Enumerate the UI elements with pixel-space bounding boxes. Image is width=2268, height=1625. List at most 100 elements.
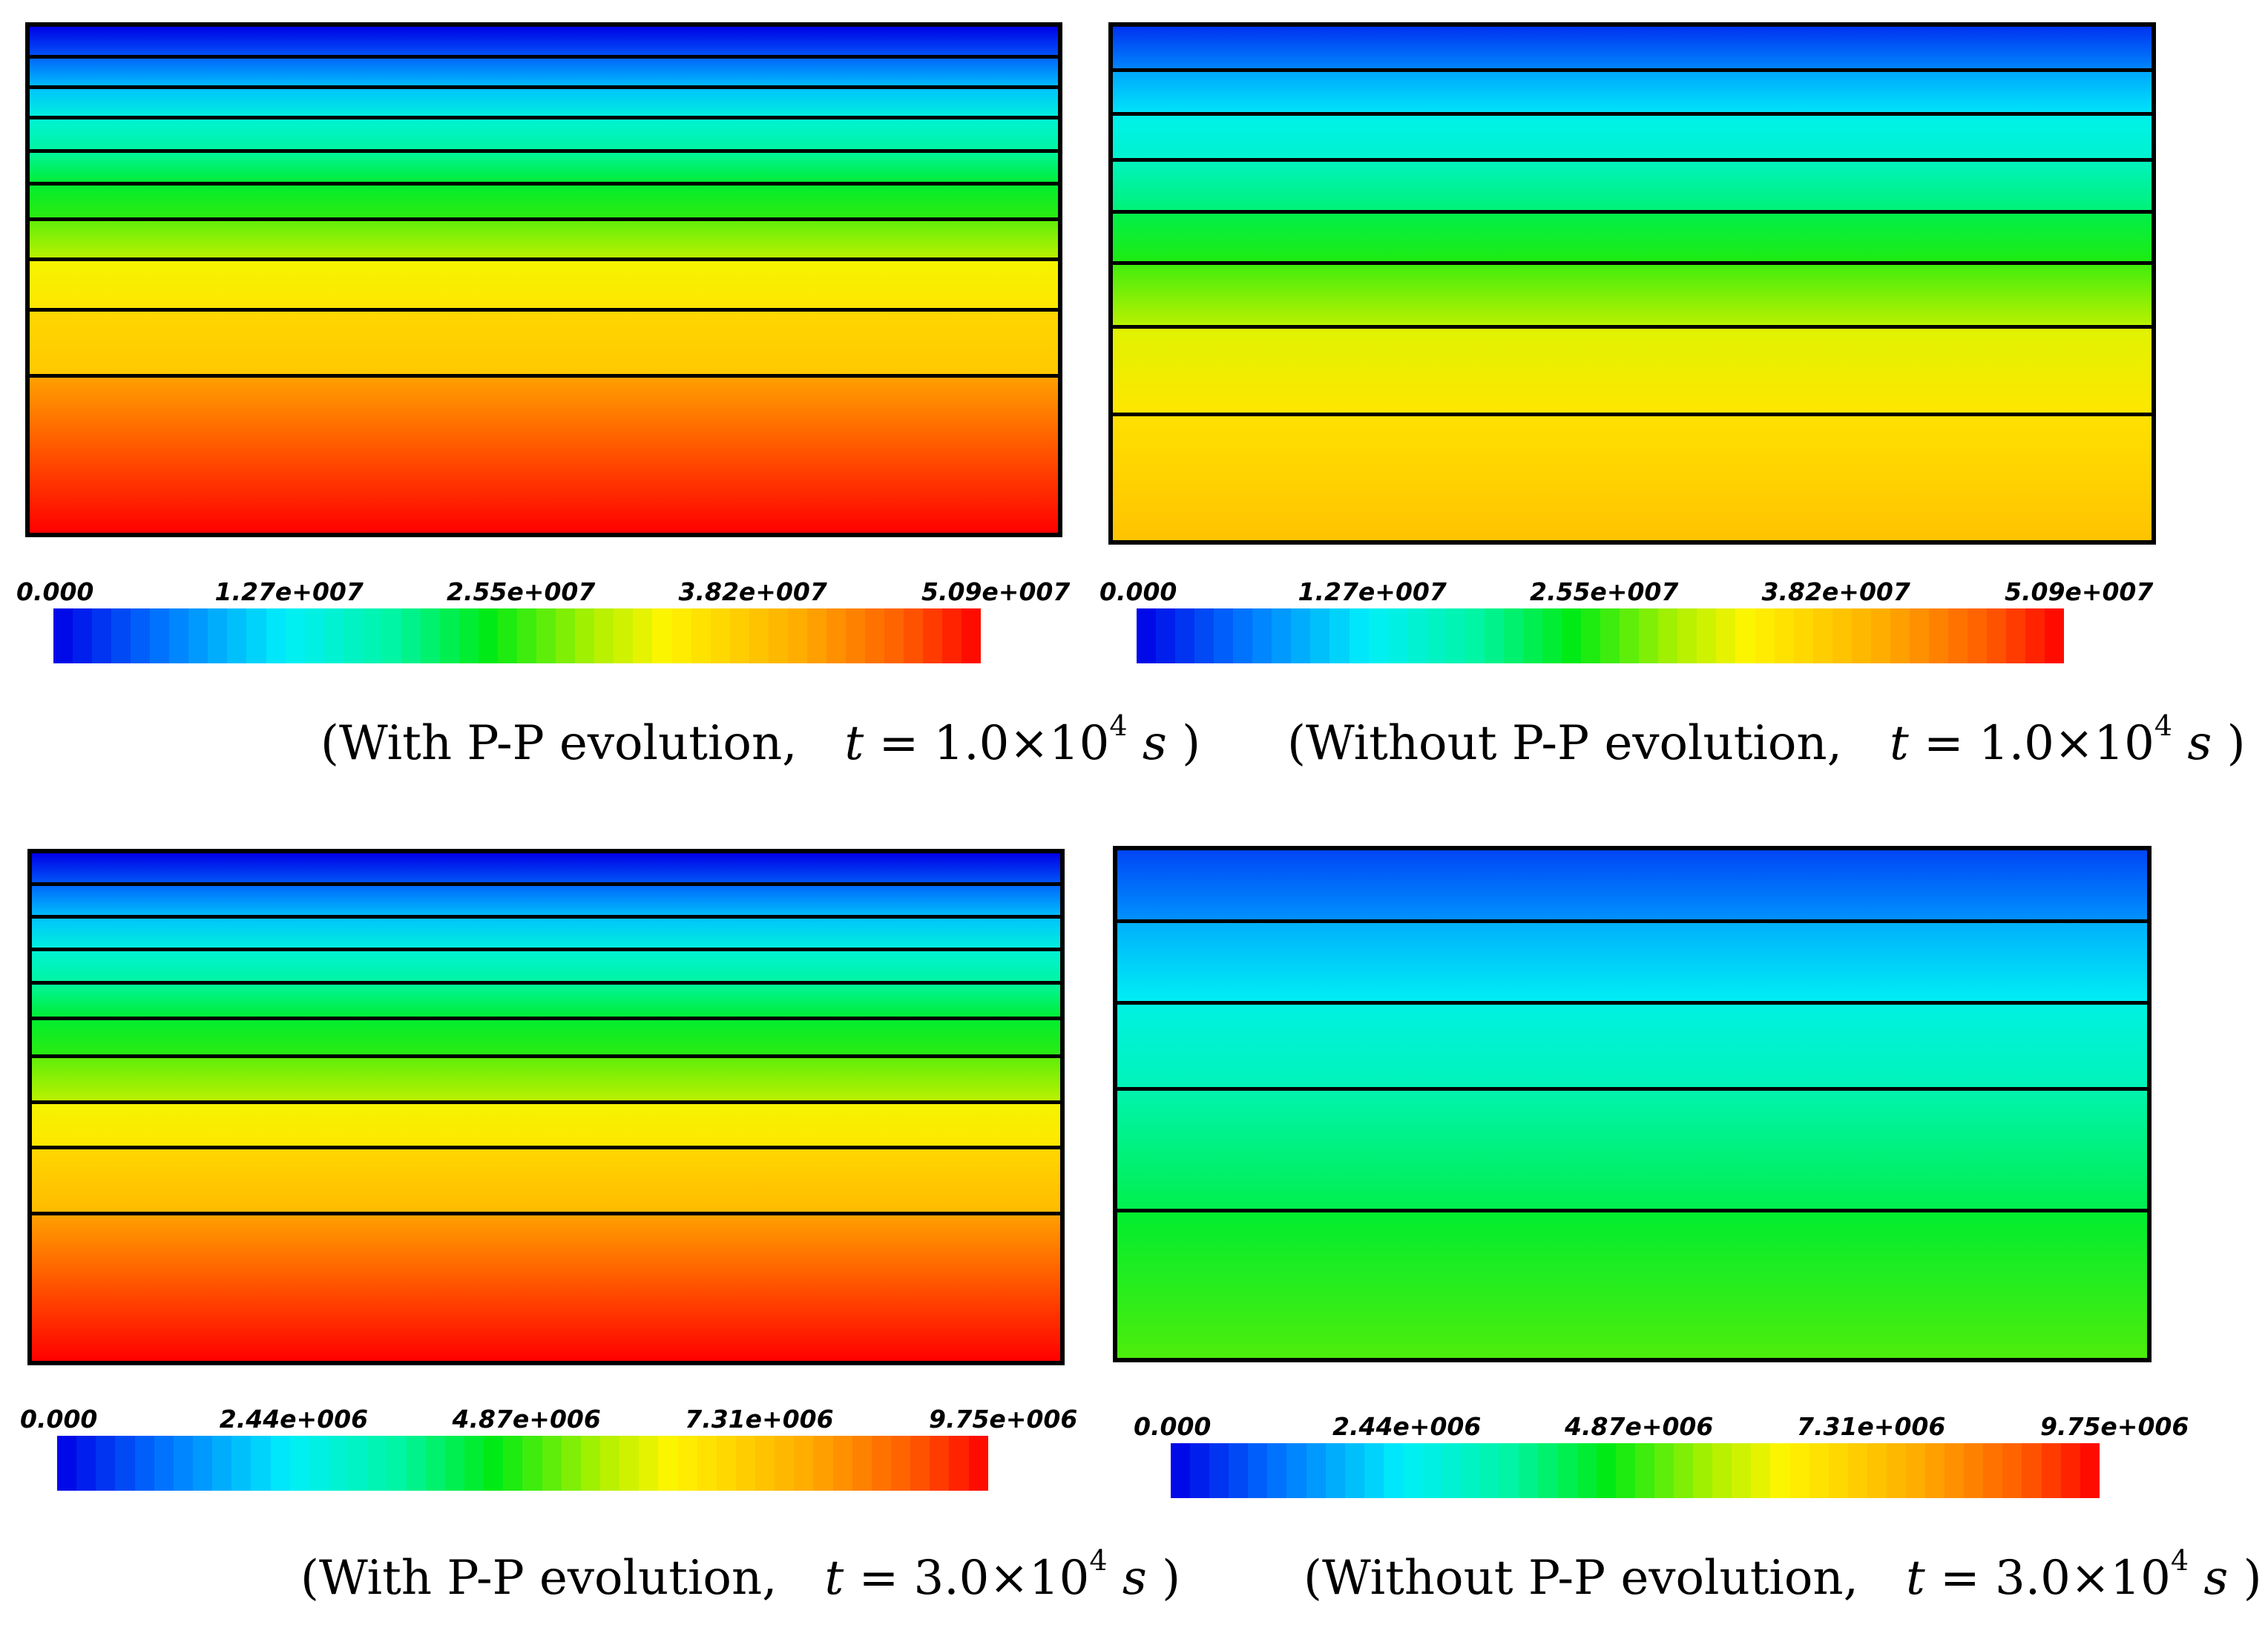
colorbar-segment (1310, 608, 1330, 663)
colorbar-segment (716, 1436, 736, 1491)
contour-line (32, 1146, 1060, 1150)
colorbar-segment (1674, 1443, 1694, 1498)
colorbar-segment (154, 1436, 174, 1491)
colorbar-segment (1947, 608, 1968, 663)
contour-band (30, 259, 1058, 311)
contour-band (32, 982, 1060, 1020)
colorbar-segment (1214, 608, 1234, 663)
colorbar-segment (536, 608, 556, 663)
colorbar-segment (1194, 608, 1214, 663)
colorbar-segment (1890, 608, 1910, 663)
colorbar-tick-label: 2.55e+007 (447, 577, 596, 606)
contour-band (1117, 921, 2147, 1004)
colorbar-segment (1156, 608, 1176, 663)
colorbar-segment (517, 608, 537, 663)
contour-panel (27, 849, 1065, 1365)
colorbar-segment (1445, 608, 1465, 663)
caption-exponent: 4 (1109, 709, 1128, 742)
caption-close: ) (1166, 716, 1201, 771)
caption-space (2189, 1551, 2203, 1606)
caption-time-symbol: t (844, 716, 864, 771)
colorbar-segment (1557, 1443, 1577, 1498)
colorbar-segment (227, 608, 247, 663)
colorbar-segment (1735, 608, 1755, 663)
contour-line (32, 980, 1060, 985)
contour-band (32, 1018, 1060, 1057)
contour-line (32, 915, 1060, 919)
colorbar-segment (968, 1436, 988, 1491)
colorbar-segment (1368, 608, 1388, 663)
colorbar-segment (169, 608, 189, 663)
caption-space (798, 716, 845, 771)
colorbar-segment (266, 608, 286, 663)
colorbar-segment (192, 1436, 213, 1491)
colorbar-segment (1964, 1443, 1984, 1498)
colorbar-segment (755, 1436, 775, 1491)
colorbar-segment (1886, 1443, 1906, 1498)
contour-band (30, 117, 1058, 152)
colorbar-tick-label: 0.000 (16, 577, 94, 606)
colorbar-segment (348, 1436, 368, 1491)
colorbar-segment (231, 1436, 252, 1491)
colorbar-segment (1693, 1443, 1713, 1498)
colorbar-segment (561, 1436, 581, 1491)
colorbar-segment (1209, 1443, 1229, 1498)
colorbar-segment (1596, 1443, 1616, 1498)
colorbar-segment (522, 1436, 542, 1491)
contour-band (1117, 1002, 2147, 1090)
colorbar-segment (619, 1436, 640, 1491)
colorbar-segment (1809, 1443, 1829, 1498)
colorbar-segment (289, 1436, 309, 1491)
contour-line (30, 374, 1058, 378)
colorbar-segment (556, 608, 576, 663)
contour-band (1113, 27, 2152, 71)
colorbar-tick-label: 3.82e+007 (1761, 577, 1910, 606)
colorbar-tick-label: 5.09e+007 (921, 577, 1071, 606)
colorbar-segment (942, 608, 962, 663)
colorbar-segment (309, 1436, 329, 1491)
colorbar-segment (1581, 608, 1601, 663)
colorbar-segment (599, 1436, 620, 1491)
colorbar-segment (962, 608, 982, 663)
colorbar-segment (188, 608, 208, 663)
colorbar-segment (1364, 1443, 1384, 1498)
contour-line (1117, 1086, 2147, 1091)
colorbar-segment (111, 608, 131, 663)
caption-unit: s (2187, 716, 2212, 771)
colorbar-tick-label: 4.87e+006 (1565, 1412, 1714, 1441)
colorbar-segment (1171, 1443, 1191, 1498)
colorbar-segment (458, 608, 479, 663)
contour-band (32, 853, 1060, 885)
colorbar-segment (484, 1436, 504, 1491)
colorbar-segment (1945, 1443, 1965, 1498)
colorbar-segment (575, 608, 595, 663)
colorbar-segment (1542, 608, 1562, 663)
contour-band (1113, 114, 2152, 161)
contour-line (1113, 209, 2152, 214)
colorbar-segment (1677, 608, 1697, 663)
colorbar-segment (594, 608, 614, 663)
contour-band (1113, 326, 2152, 416)
colorbar-segment (381, 608, 401, 663)
caption-time-symbol: t (1889, 716, 1909, 771)
contour-band (32, 1056, 1060, 1103)
colorbar-segment (1272, 608, 1292, 663)
colorbar-segment (671, 608, 691, 663)
colorbar-segment (735, 1436, 756, 1491)
colorbar-segment (910, 1436, 930, 1491)
caption-unit: s (1122, 1551, 1147, 1606)
colorbar-segment (2060, 1443, 2080, 1498)
colorbar-segment (444, 1436, 464, 1491)
colorbar-segment (1712, 1443, 1732, 1498)
contour-line (32, 882, 1060, 886)
contour-line (1113, 112, 2152, 116)
contour-line (30, 55, 1058, 59)
colorbar-segment (92, 608, 112, 663)
colorbar-segment (2002, 1443, 2022, 1498)
contour-band (32, 884, 1060, 918)
colorbar-segment (949, 1436, 969, 1491)
colorbar-segment (710, 608, 730, 663)
colorbar-segment (852, 1436, 872, 1491)
colorbar-segment (1562, 608, 1582, 663)
colorbar-segment (1658, 608, 1678, 663)
